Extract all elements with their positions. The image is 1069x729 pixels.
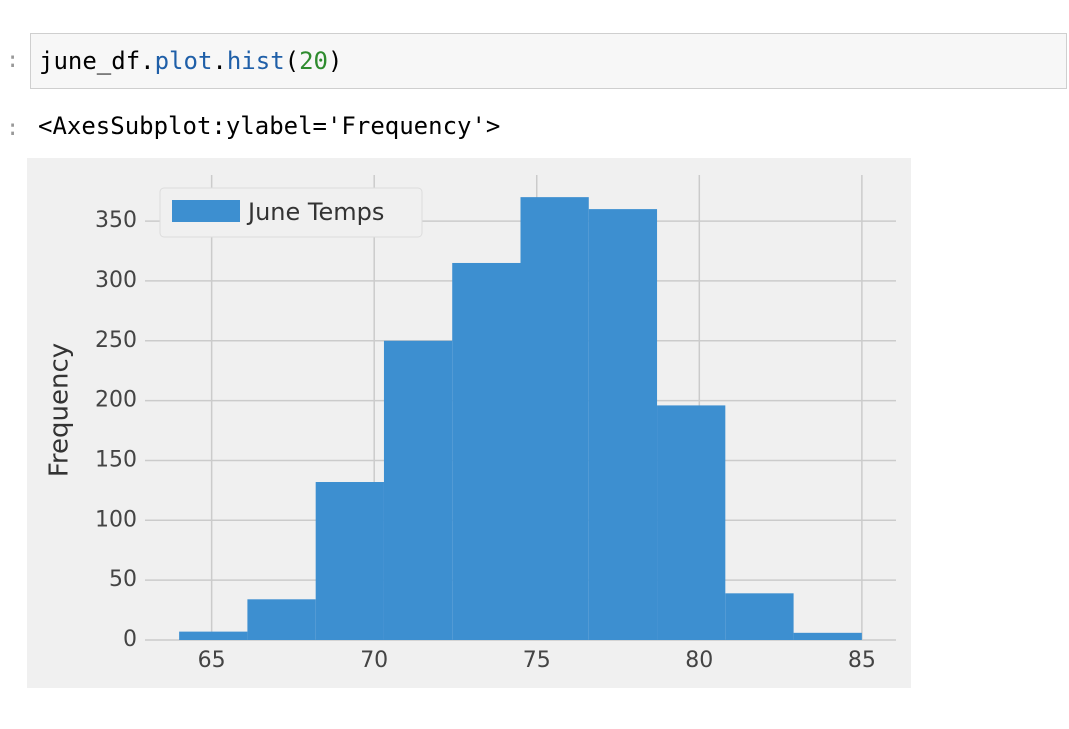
chart: Frequency 0 50 100 150 200 250 300 350 65 70 75 80 8… <box>27 158 911 688</box>
code: 20 <box>299 47 329 75</box>
y-tick-label: 350 <box>95 208 137 233</box>
y-tick-label: 250 <box>95 328 137 353</box>
bar <box>588 209 658 640</box>
output-text: <AxesSubplot:ylabel='Frequency'> <box>38 112 501 140</box>
x-tick-label: 80 <box>685 648 713 673</box>
code: ) <box>328 47 343 75</box>
x-tick-label: 65 <box>198 648 226 673</box>
y-tick-label: 100 <box>95 507 137 532</box>
code: hist <box>226 47 285 75</box>
x-tick-label: 70 <box>360 648 388 673</box>
legend-swatch <box>172 200 240 222</box>
in-prompt: : <box>6 48 20 73</box>
out-prompt: : <box>6 116 20 141</box>
code: plot <box>154 47 213 75</box>
bar <box>520 197 589 640</box>
bar <box>247 599 316 640</box>
bar <box>657 405 726 640</box>
y-tick-label: 150 <box>95 447 137 472</box>
code: . <box>140 47 155 75</box>
bar <box>179 631 248 640</box>
bar <box>452 262 521 640</box>
x-tick-label: 75 <box>523 648 551 673</box>
bar <box>315 482 384 640</box>
y-axis-label: Frequency <box>45 343 75 477</box>
y-tick-label: 50 <box>109 567 137 592</box>
bar <box>793 632 862 640</box>
code: ( <box>284 47 300 75</box>
code-cell[interactable]: june_df.plot.hist(20) <box>30 33 1067 89</box>
y-tick-label: 300 <box>95 268 137 293</box>
bar <box>725 593 794 640</box>
y-tick-label: 200 <box>95 388 137 413</box>
code: june_df <box>39 47 141 75</box>
code: . <box>212 47 227 75</box>
y-tick-label: 0 <box>123 627 137 652</box>
legend-label: June Temps <box>246 198 384 226</box>
x-tick-label: 85 <box>848 648 876 673</box>
bar <box>383 340 453 640</box>
